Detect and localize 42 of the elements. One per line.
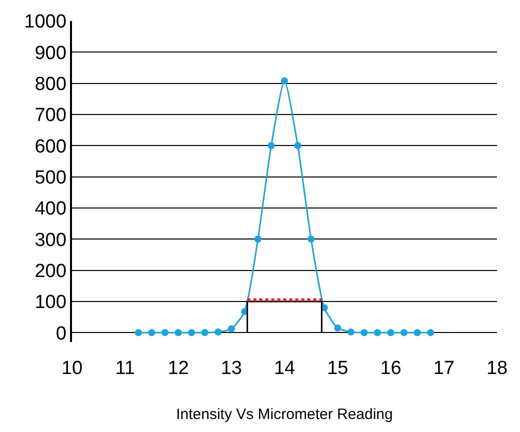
point <box>254 236 262 243</box>
y-tick-label: 500 <box>34 167 66 188</box>
y-tick-label: 0 <box>56 323 66 344</box>
x-tick-label: 16 <box>380 358 402 379</box>
point <box>161 329 168 336</box>
x-tick-label: 11 <box>115 358 135 379</box>
point <box>214 328 222 336</box>
y-tick-label: 100 <box>34 292 66 314</box>
point <box>188 329 196 336</box>
y-tick-label: 400 <box>34 198 66 220</box>
point <box>148 329 156 336</box>
point <box>347 328 354 336</box>
point <box>360 329 368 336</box>
point <box>334 324 342 332</box>
point <box>387 329 394 336</box>
y-tick-label: 200 <box>34 260 66 282</box>
point <box>374 329 381 336</box>
point <box>281 77 288 84</box>
y-tick-label: 600 <box>34 136 66 158</box>
point <box>400 329 408 336</box>
x-axis-title: Intensity Vs Micrometer Reading <box>176 406 393 423</box>
x-tick-label: 14 <box>274 358 296 379</box>
point <box>134 329 142 336</box>
y-tick-label: 1000 <box>24 12 66 33</box>
y-tick-label: 300 <box>34 230 66 251</box>
point <box>268 142 275 150</box>
y-tick-label: 800 <box>34 74 66 95</box>
y-tick-label: 700 <box>34 105 66 126</box>
x-tick-label: 12 <box>168 358 189 379</box>
y-tick-label: 900 <box>34 42 66 64</box>
point <box>427 329 434 336</box>
point <box>174 329 182 336</box>
x-tick-label: 17 <box>433 358 454 379</box>
point <box>414 329 421 336</box>
x-tick-label: 10 <box>61 358 83 379</box>
x-tick-label: 15 <box>327 358 348 379</box>
point <box>228 325 235 332</box>
point <box>294 142 302 150</box>
point <box>308 236 315 243</box>
x-tick-label: 13 <box>220 358 242 379</box>
x-tick-label: 18 <box>486 358 508 379</box>
point <box>201 329 208 336</box>
